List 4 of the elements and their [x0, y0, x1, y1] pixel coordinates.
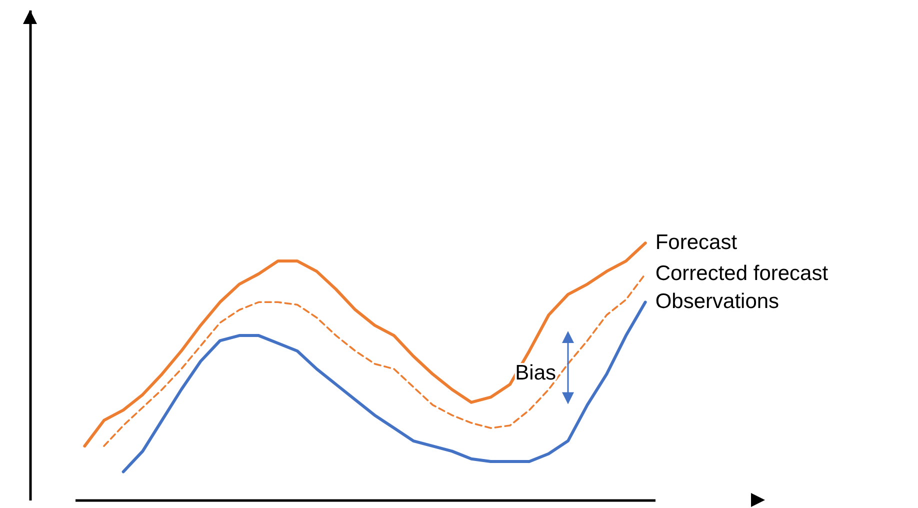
series-label: Corrected forecast [655, 262, 828, 285]
annotation: Bias [515, 362, 556, 385]
series-label: Forecast [655, 231, 738, 254]
series-label: Observations [655, 290, 780, 314]
